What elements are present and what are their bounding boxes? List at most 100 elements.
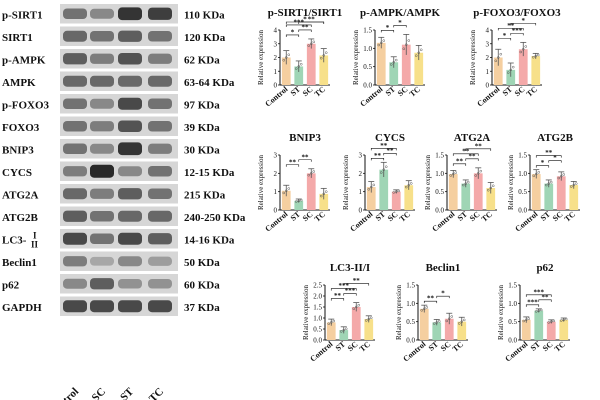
chart-title: Beclin1 — [426, 262, 461, 274]
data-point — [382, 39, 385, 42]
y-axis-label: Relative expression — [395, 284, 403, 340]
y-tick-label: 1.0 — [508, 300, 517, 308]
data-point — [547, 321, 550, 324]
data-point — [312, 40, 315, 44]
significance-bracket: ** — [298, 153, 312, 162]
blot-row: Beclin1 50 KDa — [2, 251, 220, 271]
data-point — [382, 168, 385, 171]
chart-title: BNIP3 — [289, 132, 321, 144]
significance-bracket: * — [285, 28, 300, 37]
significance-mark: * — [291, 28, 295, 36]
significance-bracket: ** — [298, 23, 312, 32]
bracket-line — [343, 293, 357, 296]
data-point — [352, 307, 355, 311]
data-point — [300, 62, 303, 66]
bar — [281, 57, 291, 85]
data-point — [330, 321, 333, 324]
data-point — [562, 173, 565, 176]
blot-band — [148, 120, 172, 132]
bracket-line — [285, 34, 300, 37]
blot-band — [118, 300, 142, 313]
y-tick-label: 1.0 — [435, 170, 444, 178]
significance-mark: * — [553, 154, 557, 162]
protein-label: LC3- — [2, 234, 27, 246]
bar — [432, 322, 442, 340]
blot-row: p-AMPK 62 KDa — [2, 49, 220, 69]
data-point — [402, 47, 405, 51]
significance-mark: * — [441, 290, 445, 298]
chart-title: CYCS — [375, 132, 405, 144]
data-point — [342, 328, 345, 332]
bracket-line — [298, 29, 312, 32]
y-tick-label: 0.0 — [406, 337, 415, 345]
blot-band — [148, 7, 172, 20]
blot-band — [90, 188, 114, 199]
mw-label: 63-64 KDa — [184, 77, 235, 89]
mw-label: 215 KDa — [184, 189, 226, 201]
significance-mark: ** — [374, 152, 382, 160]
data-point — [345, 327, 348, 331]
data-point — [282, 59, 285, 62]
data-point — [367, 188, 370, 191]
chart-title: p-AMPK/AMPK — [360, 7, 440, 19]
y-axis-label: Relative expression — [507, 154, 515, 210]
bar — [319, 55, 329, 85]
data-point — [327, 322, 330, 325]
bracket-line — [535, 165, 550, 168]
y-tick-label: 0 — [274, 82, 278, 90]
blot-band — [118, 97, 142, 110]
y-tick-label: 1.0 — [406, 300, 415, 308]
bracket-line — [452, 153, 479, 156]
category-label: TC — [408, 85, 422, 99]
data-point — [407, 184, 410, 187]
data-point — [464, 182, 467, 185]
bar — [414, 52, 424, 85]
bar — [461, 183, 471, 210]
significance-mark: * — [522, 17, 526, 25]
significance-mark: ** — [289, 158, 297, 166]
data-point — [295, 67, 298, 70]
y-tick-label: 0.0 — [363, 82, 372, 90]
y-tick-label: 1.0 — [518, 170, 527, 178]
y-tick-label: 1.5 — [363, 27, 372, 35]
data-point — [575, 182, 578, 185]
blot-band — [90, 121, 114, 132]
protein-label: ATG2B — [2, 212, 39, 224]
data-point — [287, 53, 290, 56]
y-axis-label: Relative expression — [469, 29, 477, 85]
data-point — [497, 56, 500, 59]
data-point — [532, 174, 535, 178]
data-point — [460, 320, 463, 323]
data-point — [367, 317, 370, 321]
significance-mark: * — [303, 16, 307, 24]
data-point — [494, 59, 497, 63]
data-point — [397, 189, 400, 193]
lane-label: SC — [90, 386, 108, 400]
bar — [544, 183, 554, 210]
bar — [448, 174, 458, 210]
data-point — [392, 61, 395, 64]
western-blot-panel: p-SIRT1 110 KDa SIRT1 120 KDa p-AMPK 62 KDa AM… — [2, 4, 246, 400]
data-point — [492, 184, 495, 188]
significance-mark: ** — [334, 292, 342, 300]
chart-title: ATG2A — [454, 132, 491, 144]
bracket-line — [370, 148, 397, 151]
significance-bracket: ** — [330, 292, 345, 301]
significance-bracket: ** — [538, 293, 552, 302]
mw-label: 240-250 KDa — [184, 212, 246, 224]
data-point — [385, 165, 388, 168]
blot-band — [90, 164, 114, 178]
category-label: TC — [563, 210, 577, 224]
data-point — [370, 316, 373, 320]
chart-title: p62 — [536, 262, 554, 274]
bar — [534, 310, 544, 340]
y-tick-label: 2 — [274, 170, 278, 178]
blot-band — [118, 188, 142, 200]
data-point — [534, 54, 537, 58]
bar — [569, 185, 579, 210]
data-point — [463, 318, 466, 322]
chart-title: p-FOXO3/FOXO3 — [473, 7, 561, 19]
y-tick-label: 1 — [359, 188, 363, 196]
blot-band — [90, 300, 114, 313]
